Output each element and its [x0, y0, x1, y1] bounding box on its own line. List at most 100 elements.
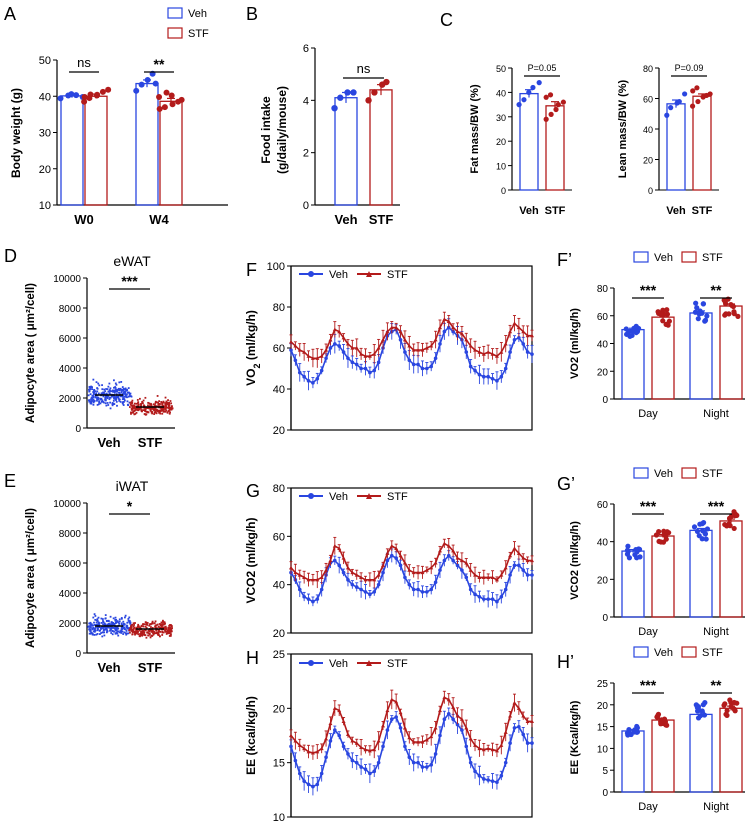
- F-data-point: [297, 370, 302, 375]
- E-data-point: [115, 629, 118, 632]
- D-data-point: [91, 399, 93, 402]
- H-data-point: [367, 748, 372, 753]
- F-data-point: [442, 329, 447, 334]
- D-data-point: [106, 395, 109, 398]
- G-data-point: [381, 563, 386, 567]
- D-data-point: [105, 404, 108, 407]
- D-data-point: [168, 412, 171, 415]
- F-data-point: [473, 368, 477, 373]
- D-data-point: [113, 379, 115, 382]
- D-data-point: [165, 400, 168, 403]
- Hp-legend-swatch-stf: [681, 646, 697, 658]
- E-data-point: [125, 624, 128, 627]
- G-data-point: [354, 573, 359, 577]
- G-data-point: [508, 553, 513, 558]
- D-data-point: [132, 410, 135, 413]
- C1-x-tick-label: Veh: [519, 205, 539, 217]
- H-data-point: [464, 744, 469, 749]
- Gp-data-point: [702, 530, 708, 537]
- F-data-point: [363, 354, 368, 358]
- F-data-point: [416, 362, 420, 367]
- E-data-point: [163, 626, 165, 629]
- Gp-legend-stf: STF: [702, 468, 723, 480]
- D-data-point: [115, 396, 118, 399]
- F-y-label-tail: (ml/kg/h): [244, 310, 258, 363]
- E-data-point: [106, 620, 108, 623]
- F-data-point: [468, 364, 473, 369]
- D-data-point: [115, 399, 117, 402]
- G-data-point: [451, 548, 456, 553]
- D-data-point: [96, 397, 98, 400]
- E-data-point: [140, 630, 143, 633]
- D-data-point: [137, 408, 140, 411]
- D-data-point: [89, 399, 91, 401]
- E-data-point: [127, 618, 130, 620]
- F-y-label-sub: 2: [252, 363, 262, 368]
- Gp-data-point: [734, 512, 740, 518]
- E-data-point: [118, 631, 121, 634]
- D-data-point: [130, 412, 132, 415]
- E-data-point: [112, 626, 115, 629]
- Hp-data-point: [659, 717, 665, 723]
- Gp-data-point: [731, 509, 737, 515]
- F-data-point: [512, 321, 517, 325]
- G-data-point: [402, 560, 407, 565]
- A-y-label: Body weight (g): [9, 88, 23, 178]
- D-data-point: [123, 395, 126, 398]
- G-data-point: [337, 563, 342, 568]
- D-data-point: [146, 411, 149, 414]
- C2-y-tick-label: 60: [643, 95, 653, 105]
- F-y-tick-label: 60: [273, 343, 285, 355]
- E-data-point: [142, 633, 145, 636]
- E-data-point: [102, 623, 104, 626]
- F-data-point: [302, 350, 307, 354]
- E-data-point: [109, 615, 112, 618]
- D-data-point: [131, 399, 134, 402]
- D-data-point: [96, 387, 99, 389]
- D-data-point: [124, 387, 127, 390]
- E-data-point: [157, 630, 160, 632]
- H-data-point: [359, 745, 364, 750]
- D-data-point: [137, 404, 140, 407]
- D-data-point: [87, 394, 90, 397]
- B-y-tick-label: 6: [303, 43, 309, 55]
- E-data-point: [91, 624, 94, 627]
- D-data-point: [108, 389, 111, 391]
- G-data-point: [490, 575, 495, 580]
- D-data-point: [137, 402, 139, 405]
- E-data-point: [140, 624, 143, 627]
- Gp-data-point: [637, 554, 643, 560]
- D-data-point: [123, 399, 126, 402]
- H-data-point: [302, 746, 307, 751]
- F-data-point: [429, 343, 434, 348]
- D-data-point: [144, 409, 147, 412]
- D-data-point: [160, 408, 163, 410]
- E-data-point: [164, 630, 167, 633]
- D-data-point: [103, 388, 106, 391]
- F-data-point: [297, 348, 302, 352]
- G-data-point: [464, 560, 469, 565]
- Fp-data-point: [721, 297, 727, 303]
- D-data-point: [132, 404, 134, 407]
- G-data-point: [442, 541, 447, 546]
- F-data-point: [516, 325, 521, 330]
- D-data-point: [120, 381, 123, 383]
- H-data-point: [354, 760, 359, 765]
- D-data-point: [142, 399, 145, 402]
- D-data-point: [101, 388, 104, 391]
- Fp-data-point: [658, 311, 664, 317]
- H-legend-veh: Veh: [329, 658, 348, 670]
- D-data-point: [134, 405, 137, 408]
- G-data-point: [420, 570, 425, 575]
- G-data-point: [459, 558, 464, 563]
- E-data-point: [106, 630, 109, 633]
- B-sig-label: ns: [357, 61, 371, 76]
- Hp-legend-stf: STF: [702, 647, 723, 659]
- H-data-point: [420, 740, 425, 744]
- H-data-point: [416, 760, 420, 765]
- E-data-point: [168, 635, 171, 637]
- D-data-point: [134, 409, 136, 411]
- D-data-point: [114, 386, 117, 388]
- G-data-point: [512, 546, 517, 551]
- D-data-point: [89, 402, 92, 405]
